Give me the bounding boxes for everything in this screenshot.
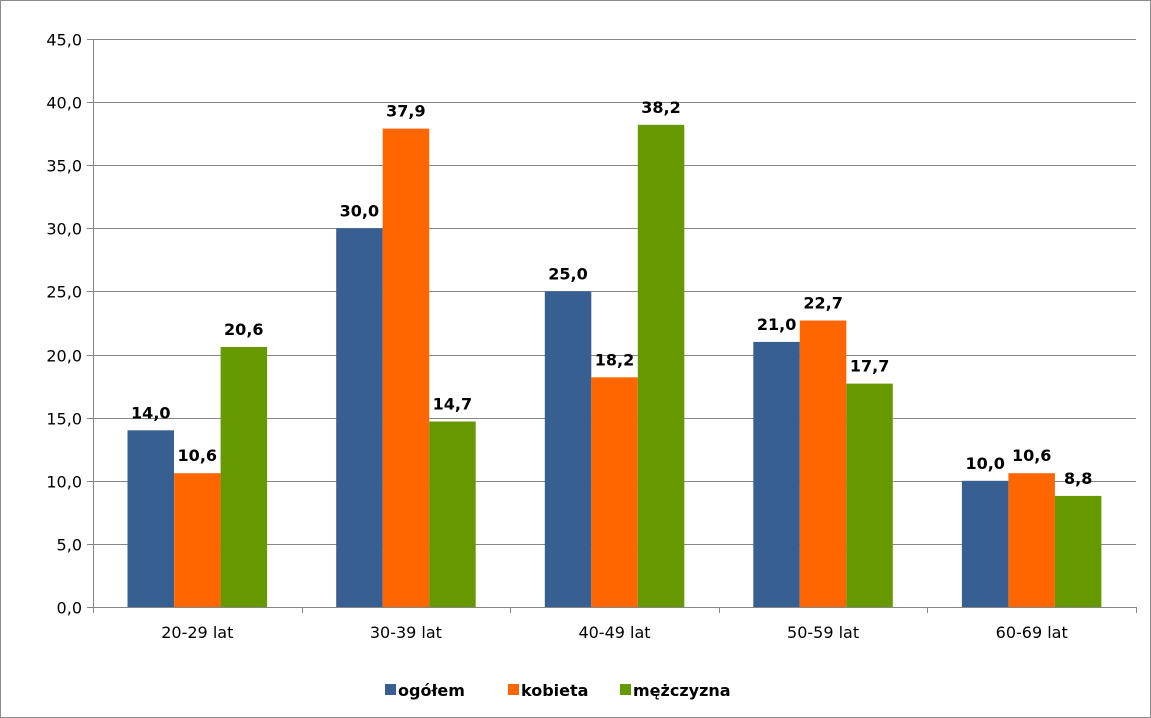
- bar-1-5: [961, 480, 1009, 607]
- y-tick-label: 0,0: [57, 599, 82, 618]
- x-tick-label: 20-29 lat: [161, 623, 233, 642]
- y-axis-tick-labels: 0,0 5,0 10,0 15,0 20,0 25,0 30,0 35,0 40,0 45,0: [46, 31, 93, 618]
- data-label: 22,7: [803, 294, 842, 313]
- bar-1-3: [544, 291, 592, 607]
- data-label: 30,0: [340, 201, 379, 220]
- y-tick-label: 30,0: [46, 220, 82, 239]
- y-tick-label: 20,0: [46, 347, 82, 366]
- data-label: 17,7: [850, 357, 889, 376]
- legend-swatch-3: [620, 684, 631, 695]
- data-label: 20,6: [224, 320, 263, 339]
- y-tick-label: 5,0: [57, 536, 82, 555]
- data-label: 10,0: [965, 454, 1004, 473]
- bar-3-1: [220, 347, 268, 607]
- data-label: 18,2: [595, 350, 634, 369]
- legend-label-1: ogółem: [398, 681, 465, 700]
- bar-2-2: [382, 128, 430, 607]
- bar-2-5: [1008, 473, 1055, 607]
- y-tick-label: 45,0: [46, 31, 82, 50]
- data-label: 14,7: [433, 395, 472, 414]
- bars: [127, 124, 1102, 608]
- legend-label-3: mężczyzna: [633, 681, 731, 700]
- bar-1-4: [753, 341, 800, 607]
- data-label: 14,0: [131, 403, 170, 422]
- bar-1-1: [127, 430, 174, 607]
- legend-swatch-2: [508, 684, 519, 695]
- data-label: 21,0: [757, 315, 796, 334]
- data-label: 10,6: [178, 446, 217, 465]
- x-tick-label: 50-59 lat: [787, 623, 859, 642]
- bar-2-3: [591, 377, 638, 607]
- legend: ogółem kobieta mężczyzna: [385, 681, 731, 700]
- bar-3-3: [637, 124, 685, 608]
- bar-2-1: [174, 473, 221, 607]
- bar-2-4: [799, 320, 847, 607]
- y-tick-label: 10,0: [46, 473, 82, 492]
- data-labels: 14,0 10,6 20,6 30,0 37,9 14,7 25,0 18,2 38,2 21,0…: [131, 98, 1092, 488]
- y-tick-label: 40,0: [46, 94, 82, 113]
- data-label: 38,2: [641, 98, 680, 117]
- x-axis: 20-29 lat 30-39 lat 40-49 lat 50-59 lat 60-6…: [93, 39, 1137, 642]
- x-tick-label: 60-69 lat: [996, 623, 1068, 642]
- bar-3-2: [429, 421, 476, 607]
- data-label: 8,8: [1064, 469, 1092, 488]
- legend-swatch-1: [385, 684, 396, 695]
- data-label: 25,0: [548, 264, 587, 283]
- legend-label-2: kobieta: [521, 681, 588, 700]
- x-tick-label: 40-49 lat: [578, 623, 650, 642]
- bar-3-5: [1054, 495, 1102, 607]
- data-label: 37,9: [386, 102, 425, 121]
- y-tick-label: 25,0: [46, 283, 82, 302]
- y-tick-label: 35,0: [46, 157, 82, 176]
- bar-1-2: [336, 228, 383, 608]
- y-tick-label: 15,0: [46, 410, 82, 429]
- data-label: 10,6: [1012, 446, 1051, 465]
- x-tick-label: 30-39 lat: [370, 623, 442, 642]
- bar-3-4: [846, 383, 893, 607]
